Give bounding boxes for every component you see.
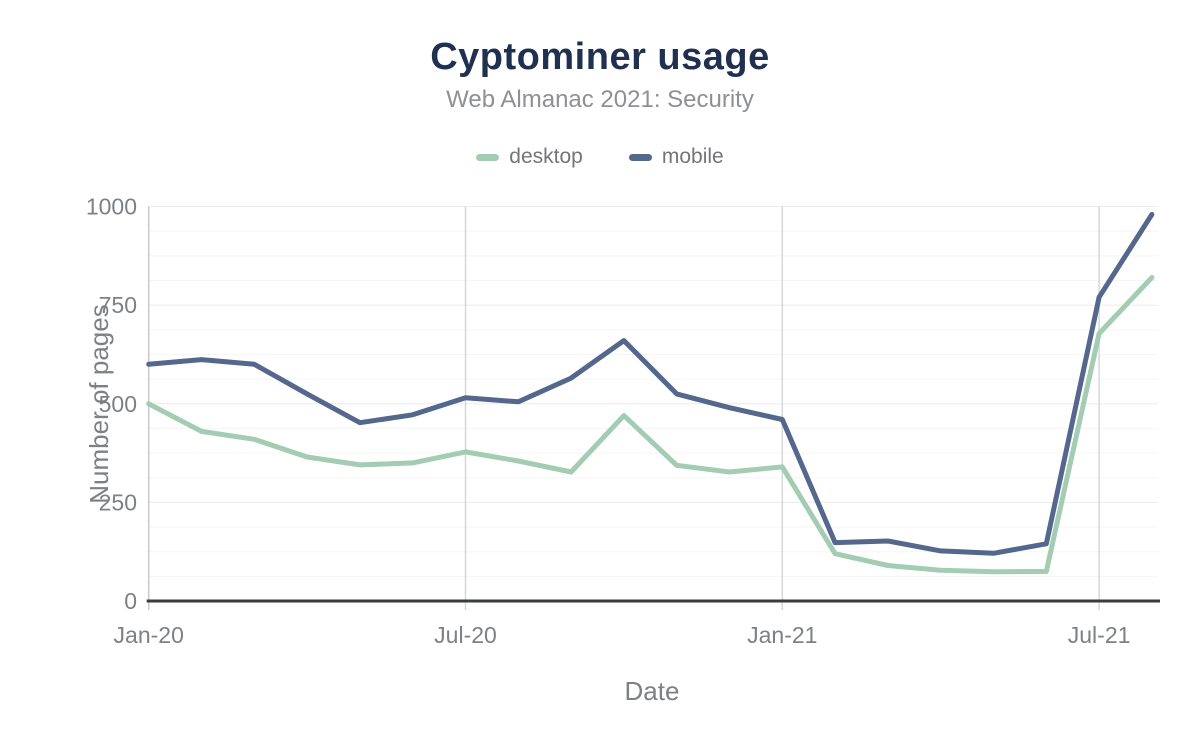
x-tick-label: Jul-21 (1068, 622, 1131, 648)
x-tick-label: Jan-21 (747, 622, 817, 648)
chart-subtitle: Web Almanac 2021: Security (446, 86, 754, 113)
desktop-series-line (146, 275, 1155, 575)
x-axis-title: Date (625, 676, 680, 706)
mobile-series-swatch (628, 153, 652, 161)
y-tick-label: 500 (99, 391, 137, 417)
y-tick-label: 750 (99, 292, 137, 318)
chart-title: Cyptominer usage (430, 36, 770, 78)
y-tick-label: 250 (99, 489, 137, 515)
y-tick-label: 1000 (86, 194, 137, 220)
chart-legend: desktop mobile (0, 145, 1200, 169)
mobile-series-line (146, 211, 1155, 556)
legend-label: mobile (661, 145, 724, 168)
legend-item-desktop[interactable]: desktop (476, 145, 583, 169)
x-tick-label: Jul-20 (434, 622, 497, 648)
legend-item-mobile[interactable]: mobile (628, 145, 724, 169)
x-tick-label: Jan-20 (114, 622, 184, 648)
y-axis-title: Number of pages (84, 304, 114, 503)
legend-label: desktop (509, 145, 583, 168)
y-tick-label: 0 (124, 588, 137, 614)
desktop-series-swatch (476, 153, 500, 161)
